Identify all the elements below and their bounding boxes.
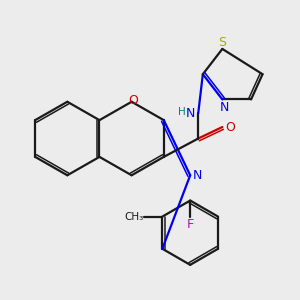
Text: S: S [218,35,226,49]
Text: O: O [128,94,138,107]
Text: O: O [226,121,235,134]
Text: F: F [187,218,194,231]
Text: N: N [185,107,195,120]
Text: CH₃: CH₃ [124,212,143,222]
Text: N: N [220,101,229,114]
Text: H: H [178,107,186,117]
Text: N: N [192,169,202,182]
